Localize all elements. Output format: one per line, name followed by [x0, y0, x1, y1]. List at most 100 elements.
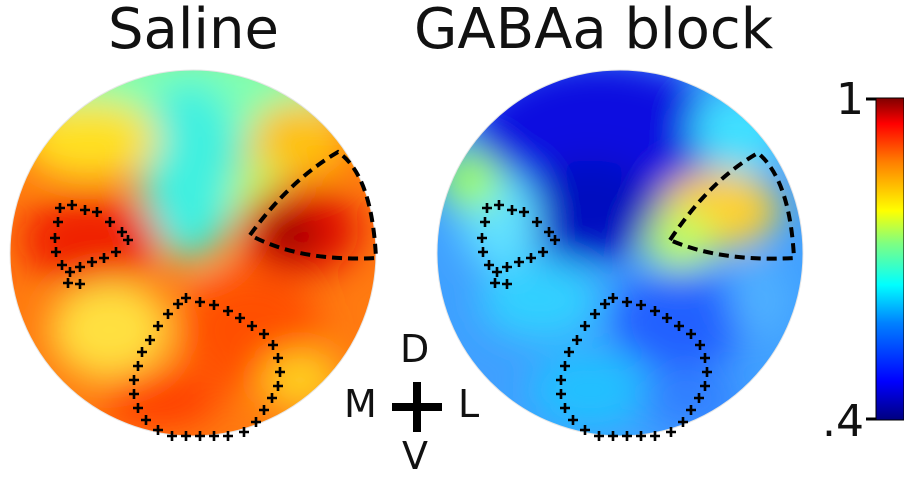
plus-marker	[678, 417, 688, 427]
plus-marker	[550, 235, 560, 245]
plus-marker	[514, 257, 524, 267]
plus-marker	[490, 278, 500, 288]
plus-marker	[572, 335, 582, 345]
plus-marker	[674, 321, 684, 331]
plus-marker	[57, 260, 67, 270]
plus-marker	[92, 207, 102, 217]
plus-marker	[502, 262, 512, 272]
colorbar-min-label: .4	[822, 396, 864, 447]
plus-marker	[526, 253, 536, 263]
plus-marker	[560, 403, 570, 413]
plus-marker	[686, 405, 696, 415]
plus-marker	[608, 293, 618, 303]
plus-marker	[117, 227, 127, 237]
plus-marker	[560, 361, 570, 371]
plus-marker	[259, 405, 269, 415]
plus-marker	[235, 313, 245, 323]
plus-marker	[53, 217, 63, 227]
plus-marker	[209, 431, 219, 441]
plus-marker	[568, 415, 578, 425]
plus-marker	[259, 329, 269, 339]
plus-marker	[275, 367, 285, 377]
plus-marker	[50, 233, 60, 243]
plus-marker	[163, 309, 173, 319]
plus-marker	[564, 347, 574, 357]
plus-marker	[67, 200, 77, 210]
plus-marker	[700, 381, 710, 391]
plus-marker	[99, 253, 109, 263]
colorbar	[875, 97, 904, 421]
plus-marker	[273, 381, 283, 391]
plus-marker	[662, 313, 672, 323]
saline-plus-roi-bottom	[129, 293, 285, 441]
plus-marker	[239, 427, 249, 437]
plus-marker	[694, 393, 704, 403]
plus-marker	[133, 361, 143, 371]
plus-marker	[137, 347, 147, 357]
plus-marker	[267, 393, 277, 403]
plus-marker	[556, 375, 566, 385]
plus-marker	[181, 431, 191, 441]
orientation-ventral: V	[402, 434, 428, 478]
plus-marker	[519, 207, 529, 217]
gabaa-plus-roi-bottom	[556, 293, 712, 441]
plus-marker	[686, 329, 696, 339]
plus-marker	[695, 340, 705, 350]
plus-marker	[636, 431, 646, 441]
plus-marker	[145, 335, 155, 345]
saline-plus-roi-left	[50, 200, 133, 289]
plus-marker	[75, 262, 85, 272]
plus-marker	[247, 321, 257, 331]
orientation-medial: M	[344, 382, 377, 426]
plus-marker	[75, 279, 85, 289]
plus-marker	[63, 278, 73, 288]
plus-marker	[556, 389, 566, 399]
plus-marker	[700, 353, 710, 363]
plus-marker	[650, 306, 660, 316]
gabaa-plus-roi-left	[477, 200, 560, 289]
plus-marker	[622, 297, 632, 307]
saline-dashed-roi	[247, 149, 379, 261]
plus-marker	[123, 235, 133, 245]
plus-marker	[532, 217, 542, 227]
plus-marker	[129, 375, 139, 385]
gabaa-dashed-roi	[667, 150, 797, 261]
plus-marker	[167, 431, 177, 441]
plus-marker	[195, 297, 205, 307]
plus-marker	[195, 431, 205, 441]
saline-heatmap	[9, 69, 377, 437]
orientation-lateral: L	[458, 382, 480, 426]
plus-marker	[622, 431, 632, 441]
plus-marker	[55, 203, 65, 213]
plus-marker	[251, 417, 261, 427]
plus-marker	[580, 321, 590, 331]
plus-marker	[173, 299, 183, 309]
plus-marker	[273, 353, 283, 363]
orientation-cross-icon	[392, 382, 442, 432]
plus-marker	[268, 340, 278, 350]
plus-marker	[87, 257, 97, 267]
plus-marker	[594, 431, 604, 441]
plus-marker	[133, 403, 143, 413]
plus-marker	[478, 247, 488, 257]
gabaa-block-title: GABAa block	[414, 0, 774, 62]
plus-marker	[502, 279, 512, 289]
plus-marker	[666, 427, 676, 437]
plus-marker	[492, 267, 502, 277]
plus-marker	[223, 431, 233, 441]
plus-marker	[480, 217, 490, 227]
plus-marker	[105, 217, 115, 227]
plus-marker	[482, 203, 492, 213]
plus-marker	[153, 321, 163, 331]
saline-title: Saline	[108, 0, 279, 62]
plus-marker	[484, 260, 494, 270]
plus-marker	[580, 425, 590, 435]
plus-marker	[65, 267, 75, 277]
plus-marker	[141, 415, 151, 425]
plus-marker	[80, 205, 90, 215]
plus-marker	[111, 247, 121, 257]
plus-marker	[223, 306, 233, 316]
plus-marker	[600, 299, 610, 309]
plus-marker	[51, 247, 61, 257]
